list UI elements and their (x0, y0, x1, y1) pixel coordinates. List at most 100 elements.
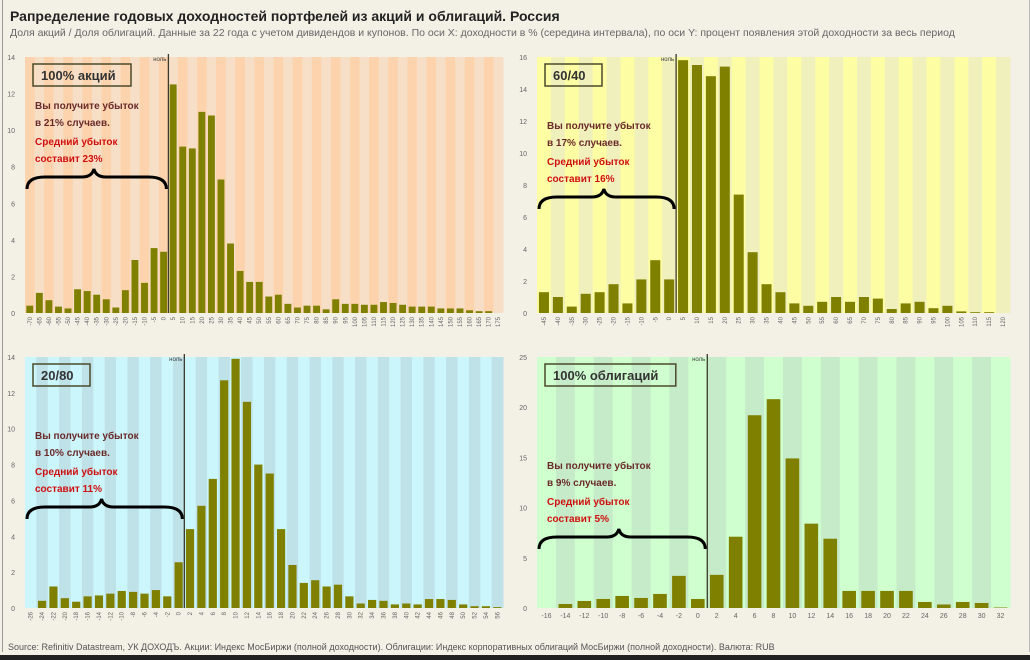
panel-title-box (32, 363, 91, 387)
background-stripe (359, 57, 370, 313)
x-tick-label: 20 (723, 316, 729, 323)
x-tick-label: 8 (772, 613, 776, 620)
background-stripe (320, 357, 333, 608)
x-tick-label: -25 (114, 316, 120, 325)
x-tick-label: -45 (76, 316, 82, 325)
bar (436, 599, 445, 608)
loss-probability-note: Вы получите убыток (35, 100, 140, 112)
panel-title-box (544, 363, 677, 387)
bar (580, 293, 591, 313)
background-stripe (555, 357, 576, 608)
bar (129, 591, 138, 608)
background-stripe (550, 57, 566, 313)
x-tick-label: -15 (625, 316, 631, 325)
background-stripe (870, 57, 886, 313)
x-tick-label: 100 (945, 316, 951, 327)
x-tick-label: -55 (56, 316, 62, 325)
bar (936, 604, 951, 608)
y-tick-label: 14 (7, 355, 15, 362)
bar (653, 593, 667, 608)
background-stripe (592, 57, 608, 313)
background-stripe (954, 57, 969, 313)
bar (185, 529, 195, 608)
loss-range-brace (537, 528, 707, 550)
bar (493, 607, 502, 608)
background-stripe (574, 357, 595, 608)
x-tick-label: 15 (190, 316, 196, 323)
x-tick-label: -18 (74, 611, 80, 620)
loss-range-brace (25, 168, 168, 190)
bar (402, 603, 411, 608)
bar (35, 292, 43, 313)
background-stripe (620, 57, 635, 313)
panel-title-box (544, 63, 603, 87)
background-stripe (468, 357, 481, 608)
y-tick-label: 8 (11, 463, 15, 470)
bar (64, 308, 72, 313)
x-tick-label: -40 (85, 316, 91, 325)
bar (333, 584, 343, 608)
background-stripe (101, 57, 112, 313)
background-stripe (172, 357, 185, 608)
background-stripe (884, 57, 900, 313)
x-tick-label: -30 (104, 316, 110, 325)
bar (399, 304, 407, 313)
background-stripe (397, 57, 408, 313)
background-stripe (606, 57, 621, 313)
bar (299, 582, 308, 608)
bar (265, 296, 273, 313)
bar (650, 260, 661, 313)
background-stripe (953, 357, 973, 608)
bar (984, 312, 995, 313)
background-stripe (355, 357, 367, 608)
x-tick-label: 46 (438, 611, 444, 618)
bar (102, 299, 110, 313)
x-tick-label: 0 (696, 613, 700, 620)
background-stripe (416, 57, 428, 313)
average-loss-note: составит 16% (547, 174, 615, 185)
bar (775, 292, 786, 313)
background-stripe (63, 57, 74, 313)
bar (899, 590, 913, 608)
background-stripe (491, 357, 504, 608)
x-tick-label: 110 (372, 316, 378, 326)
x-tick-label: 0 (177, 611, 183, 615)
x-tick-label: 105 (362, 316, 368, 327)
bar (207, 115, 215, 313)
bar (49, 586, 58, 608)
background-stripe (389, 357, 402, 608)
bar (900, 303, 911, 313)
background-stripe (858, 357, 879, 608)
x-tick-label: -8 (619, 613, 625, 620)
x-tick-label: 85 (904, 316, 910, 323)
x-tick-label: 15 (709, 316, 715, 323)
loss-range-brace (25, 498, 184, 520)
bar (188, 148, 196, 313)
x-tick-label: 20 (290, 611, 296, 618)
background-stripe (321, 57, 332, 313)
bar (709, 574, 724, 608)
x-tick-label: -12 (108, 611, 114, 620)
background-stripe (275, 357, 288, 608)
bar (970, 312, 981, 313)
bar (322, 309, 330, 313)
x-tick-label: -8 (131, 611, 137, 617)
panel-title: 100% облигаций (553, 368, 658, 383)
background-stripe (161, 357, 174, 608)
x-tick-label: 75 (305, 316, 311, 323)
bar (60, 598, 69, 608)
x-tick-label: 80 (315, 316, 321, 323)
y-tick-label: 20 (519, 405, 527, 412)
x-tick-label: 26 (325, 611, 331, 618)
bar (608, 284, 619, 313)
background-stripe (139, 57, 150, 313)
x-tick-label: 30 (978, 613, 986, 620)
x-tick-label: 40 (778, 316, 784, 323)
zero-label: ноль (692, 357, 705, 363)
bar (174, 562, 183, 608)
x-tick-label: 120 (391, 316, 397, 327)
bar (217, 179, 225, 313)
bar (121, 290, 129, 313)
background-stripe (982, 57, 997, 313)
